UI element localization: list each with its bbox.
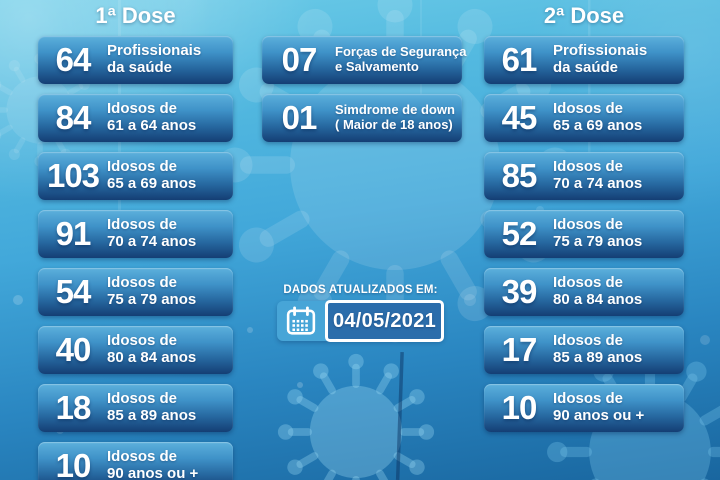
stat-label-line2: e Salvamento — [335, 59, 419, 74]
stat-value: 52 — [501, 215, 538, 252]
stat-value: 01 — [281, 99, 318, 136]
stat-card: 39 Idosos de 80 a 84 anos — [484, 268, 684, 316]
stat-label-line2: 61 a 64 anos — [107, 117, 197, 134]
stat-label-line1: Profissionais — [553, 42, 648, 60]
stat-card: 52 Idosos de 75 a 79 anos — [484, 210, 684, 258]
stat-label-line1: Idosos de — [553, 100, 624, 118]
stat-label-line1: Simdrome de down — [335, 102, 455, 118]
stat-label-line1: Idosos de — [107, 100, 178, 118]
stat-value: 91 — [55, 215, 92, 252]
stat-label-line2: da saúde — [553, 59, 619, 76]
stat-value: 85 — [501, 157, 538, 194]
stat-value: 10 — [501, 389, 538, 426]
stat-card: 64 Profissionais da saúde — [38, 36, 233, 84]
stat-label: Profissionais da saúde — [550, 42, 648, 77]
dose1-header: 1ª Dose — [95, 3, 176, 28]
stat-card: 61 Profissionais da saúde — [484, 36, 684, 84]
stat-label: Simdrome de down ( Maior de 18 anos) — [332, 103, 455, 132]
stat-card: 17 Idosos de 85 a 89 anos — [484, 326, 684, 374]
stat-label: Idosos de 80 a 84 anos — [104, 332, 197, 367]
stat-label-line2: 80 a 84 anos — [553, 291, 643, 308]
stat-label: Idosos de 85 a 89 anos — [550, 332, 643, 367]
stat-label-line1: Idosos de — [553, 216, 624, 234]
stat-label-line1: Idosos de — [107, 216, 178, 234]
stat-value: 18 — [55, 389, 92, 426]
dose1-column: 64 Profissionais da saúde 84 Idosos de 6… — [38, 36, 233, 480]
stat-card: 84 Idosos de 61 a 64 anos — [38, 94, 233, 142]
stat-value: 07 — [281, 41, 318, 78]
stat-label-line1: Profissionais — [107, 42, 202, 60]
stat-label-line1: Idosos de — [107, 274, 178, 292]
stat-label: Idosos de 75 a 79 anos — [104, 274, 197, 309]
stat-label-line2: 80 a 84 anos — [107, 349, 197, 366]
stat-label-line1: Idosos de — [553, 332, 624, 350]
stat-value: 45 — [501, 99, 538, 136]
updated-date: 04/05/2021 — [325, 300, 444, 342]
updated-label: DADOS ATUALIZADOS EM: — [283, 284, 438, 296]
stat-label-line2: 65 a 69 anos — [553, 117, 643, 134]
stat-label-line1: Idosos de — [553, 390, 624, 408]
stat-label-line2: ( Maior de 18 anos) — [335, 117, 453, 132]
stat-value: 84 — [55, 99, 92, 136]
stat-value: 61 — [501, 41, 538, 78]
stat-label-line2: 90 anos ou + — [553, 407, 645, 424]
stat-label-line1: Forças de Segurança — [335, 44, 467, 60]
stat-label: Idosos de 75 a 79 anos — [550, 216, 643, 251]
stat-label-line2: 85 a 89 anos — [107, 407, 197, 424]
stat-label-line2: da saúde — [107, 59, 173, 76]
stat-label-line1: Idosos de — [107, 448, 178, 466]
stat-label: Idosos de 70 a 74 anos — [104, 216, 197, 251]
stat-card: 07 Forças de Segurança e Salvamento — [262, 36, 467, 84]
stat-card: 01 Simdrome de down ( Maior de 18 anos) — [262, 94, 462, 142]
stat-label: Idosos de 65 a 69 anos — [550, 100, 643, 135]
calendar-icon — [277, 306, 325, 336]
syringe-needle — [395, 351, 404, 480]
stat-card: 18 Idosos de 85 a 89 anos — [38, 384, 233, 432]
stat-label-line1: Idosos de — [553, 158, 624, 176]
stat-label-line1: Idosos de — [107, 332, 178, 350]
stat-card: 85 Idosos de 70 a 74 anos — [484, 152, 684, 200]
stat-label-line2: 90 anos ou + — [107, 465, 199, 480]
stat-value: 40 — [55, 331, 92, 368]
stat-label-line2: 70 a 74 anos — [107, 233, 197, 250]
stat-card: 103 Idosos de 65 a 69 anos — [38, 152, 233, 200]
stat-label-line1: Idosos de — [553, 274, 624, 292]
stat-label: Forças de Segurança e Salvamento — [332, 45, 467, 74]
dose2-header: 2ª Dose — [543, 3, 625, 28]
stat-label-line2: 65 a 69 anos — [107, 175, 197, 192]
stat-label-line1: Idosos de — [107, 158, 178, 176]
stat-value: 54 — [55, 273, 92, 310]
stat-card: 54 Idosos de 75 a 79 anos — [38, 268, 233, 316]
stat-label: Idosos de 70 a 74 anos — [550, 158, 643, 193]
stat-value: 17 — [501, 331, 538, 368]
stat-card: 45 Idosos de 65 a 69 anos — [484, 94, 684, 142]
special-groups-column: 07 Forças de Segurança e Salvamento 01 S… — [262, 36, 467, 142]
stat-label: Idosos de 65 a 69 anos — [104, 158, 197, 193]
stat-value: 10 — [55, 447, 92, 480]
stat-card: 10 Idosos de 90 anos ou + — [484, 384, 684, 432]
stat-label: Idosos de 61 a 64 anos — [104, 100, 197, 135]
stat-label: Profissionais da saúde — [104, 42, 202, 77]
data-updated-panel: DADOS ATUALIZADOS EM: 04/05/2021 — [277, 284, 444, 342]
stat-label: Idosos de 80 a 84 anos — [550, 274, 643, 309]
stat-label-line1: Idosos de — [107, 390, 178, 408]
stat-label-line2: 85 a 89 anos — [553, 349, 643, 366]
stat-label-line2: 75 a 79 anos — [107, 291, 197, 308]
stat-card: 40 Idosos de 80 a 84 anos — [38, 326, 233, 374]
stat-value: 64 — [55, 41, 92, 78]
stat-label-line2: 70 a 74 anos — [553, 175, 643, 192]
stat-value: 39 — [501, 273, 538, 310]
stat-value: 103 — [46, 157, 100, 194]
stat-label: Idosos de 85 a 89 anos — [104, 390, 197, 425]
updated-row: 04/05/2021 — [277, 300, 444, 342]
stat-label: Idosos de 90 anos ou + — [104, 448, 199, 480]
stat-label-line2: 75 a 79 anos — [553, 233, 643, 250]
dose2-column: 61 Profissionais da saúde 45 Idosos de 6… — [484, 36, 684, 432]
stat-card: 10 Idosos de 90 anos ou + — [38, 442, 233, 480]
stat-label: Idosos de 90 anos ou + — [550, 390, 645, 425]
stat-card: 91 Idosos de 70 a 74 anos — [38, 210, 233, 258]
coronavirus-icon — [277, 353, 435, 480]
